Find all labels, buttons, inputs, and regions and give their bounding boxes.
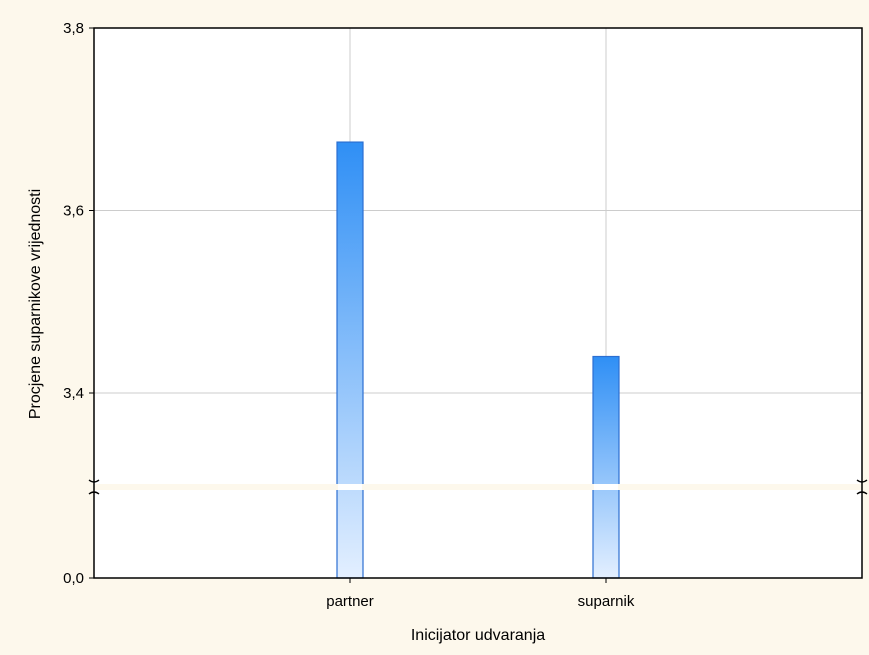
bar-suparnik	[592, 355, 620, 579]
y-tick-label: 0,0	[63, 570, 84, 587]
tick-labels: 3,8 3,6 3,4 0,0 partner suparnik	[63, 20, 635, 610]
x-tick-label: partner	[326, 593, 374, 610]
axis-break-band	[88, 484, 868, 490]
plot-frame	[93, 27, 863, 579]
y-tick-label: 3,8	[63, 20, 84, 37]
plot-area	[94, 28, 862, 578]
x-tick-label: suparnik	[578, 593, 635, 610]
y-axis-title: Procjene suparnikove vrijednosti	[27, 189, 44, 419]
bar-partner	[336, 141, 364, 579]
bar-break-gap	[594, 484, 618, 490]
x-axis-title: Inicijator udvaranja	[411, 627, 545, 644]
y-tick-label: 3,4	[63, 385, 84, 402]
y-tick-label: 3,6	[63, 203, 84, 220]
bar-break-gap	[338, 484, 362, 490]
